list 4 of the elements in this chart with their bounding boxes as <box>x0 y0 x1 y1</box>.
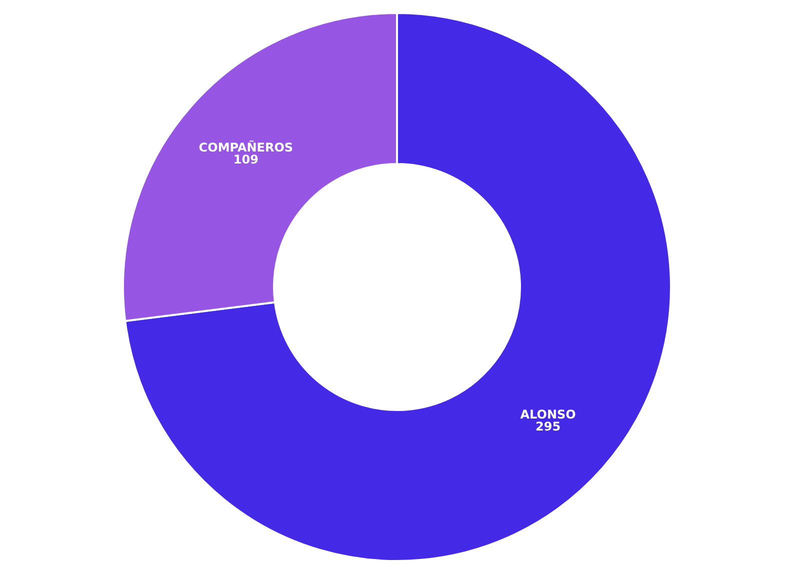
slice-label: COMPAÑEROS <box>198 140 294 155</box>
slice-label: ALONSO <box>520 407 576 422</box>
data-label: 295 <box>536 419 561 434</box>
data-label: 109 <box>233 152 258 167</box>
